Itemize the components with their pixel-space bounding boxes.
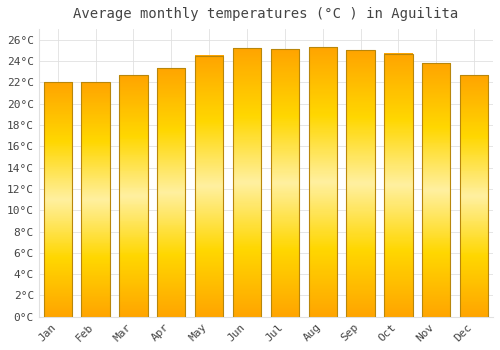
Bar bbox=[44, 82, 72, 317]
Bar bbox=[157, 69, 186, 317]
Bar bbox=[346, 50, 375, 317]
Bar bbox=[82, 82, 110, 317]
Bar bbox=[195, 56, 224, 317]
Bar bbox=[119, 75, 148, 317]
Bar bbox=[233, 48, 261, 317]
Title: Average monthly temperatures (°C ) in Aguilita: Average monthly temperatures (°C ) in Ag… bbox=[74, 7, 458, 21]
Bar bbox=[270, 49, 299, 317]
Bar bbox=[460, 75, 488, 317]
Bar bbox=[422, 63, 450, 317]
Bar bbox=[308, 47, 337, 317]
Bar bbox=[384, 54, 412, 317]
